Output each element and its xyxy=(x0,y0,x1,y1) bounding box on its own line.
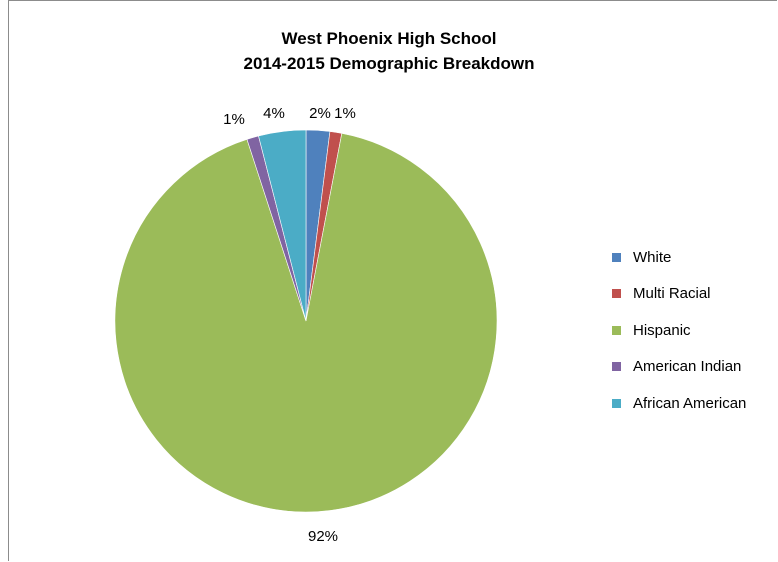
legend-swatch xyxy=(612,362,621,372)
legend-label: Hispanic xyxy=(633,321,691,339)
legend-swatch xyxy=(612,289,621,299)
legend-item-white: White xyxy=(612,239,746,276)
legend-label: American Indian xyxy=(633,358,742,376)
legend-swatch xyxy=(612,252,621,262)
data-label-multi-racial: 1% xyxy=(334,105,356,122)
chart-title-line-1: West Phoenix High School xyxy=(281,29,497,48)
data-label-white: 2% xyxy=(309,105,331,122)
legend-label: White xyxy=(633,248,672,266)
chart-title-line-2: 2014-2015 Demographic Breakdown xyxy=(243,54,535,73)
legend-item-hispanic: Hispanic xyxy=(612,312,746,349)
legend: White Multi Racial Hispanic American Indian… xyxy=(612,239,746,422)
pie-slice-hispanic xyxy=(114,133,498,513)
chart-title: West Phoenix High School 2014-2015 Demog… xyxy=(0,26,778,76)
legend-swatch xyxy=(612,325,621,335)
data-label-african-american: 4% xyxy=(263,105,285,122)
legend-item-african-american: African American xyxy=(612,385,746,422)
legend-swatch xyxy=(612,398,621,408)
pie-slice-african-american xyxy=(258,129,307,322)
data-label-american-indian: 1% xyxy=(223,111,245,128)
legend-label: Multi Racial xyxy=(633,285,711,303)
legend-item-american-indian: American Indian xyxy=(612,349,746,386)
legend-item-multi-racial: Multi Racial xyxy=(612,276,746,313)
data-label-hispanic: 92% xyxy=(308,528,338,545)
legend-label: African American xyxy=(633,394,747,412)
